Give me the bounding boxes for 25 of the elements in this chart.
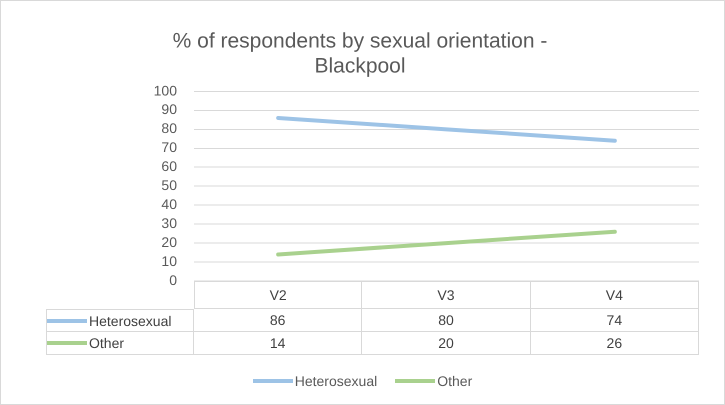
y-tick-label: 30	[161, 214, 178, 231]
legend-label: Other	[437, 373, 472, 389]
data-label: 86	[194, 309, 362, 332]
y-tick-label: 20	[161, 234, 178, 250]
data-label: 26	[530, 332, 699, 355]
text: Heterosexual	[294, 373, 378, 389]
chart-title: % of respondents by sexual orientation - Blackpool	[172, 29, 548, 78]
data-label: 74	[530, 309, 699, 332]
x-tick-label: V4	[530, 281, 699, 309]
y-tick-label: 50	[161, 177, 178, 194]
y-tick-label: 80	[161, 120, 178, 136]
y-tick-label: 40	[161, 196, 178, 212]
y-tick-label: 70	[161, 139, 178, 156]
data-label: 80	[362, 309, 531, 332]
legend-label: Heterosexual	[89, 312, 172, 328]
y-tick-label: 10	[161, 252, 178, 269]
y-tick-label: 0	[169, 272, 178, 288]
text: Other	[89, 335, 124, 351]
x-tick-label: V3	[362, 281, 531, 309]
data-label: 20	[362, 332, 531, 355]
y-tick-label: 90	[161, 101, 178, 118]
data-label: 14	[194, 332, 362, 355]
x-tick-label: V2	[194, 281, 362, 309]
y-tick-label: 100	[154, 82, 178, 98]
y-tick-label: 60	[161, 158, 178, 174]
